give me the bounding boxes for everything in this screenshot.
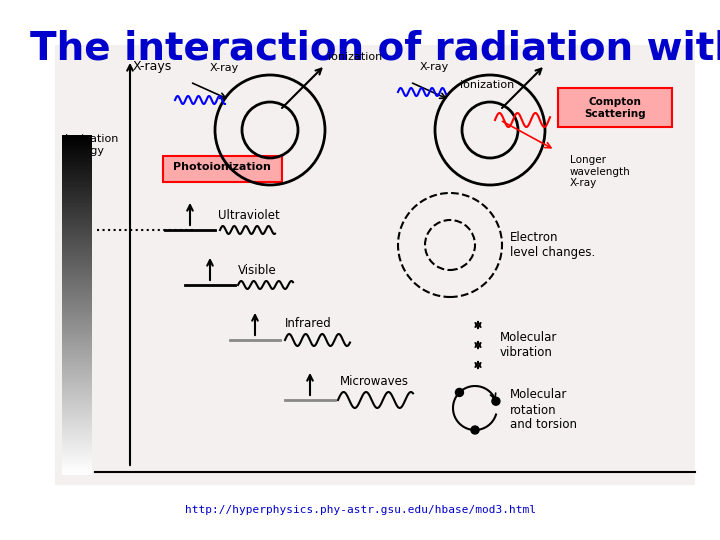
Text: Compton
Scattering: Compton Scattering [584, 97, 646, 119]
Text: Ionization
energy: Ionization energy [65, 134, 120, 156]
Text: Molecular
vibration: Molecular vibration [500, 331, 557, 359]
Text: ionization: ionization [460, 80, 514, 90]
Circle shape [471, 426, 479, 434]
Circle shape [492, 397, 500, 405]
FancyBboxPatch shape [558, 88, 672, 127]
Text: Photoionization: Photoionization [173, 162, 271, 172]
Text: http://hyperphysics.phy-astr.gsu.edu/hbase/mod3.html: http://hyperphysics.phy-astr.gsu.edu/hba… [184, 505, 536, 515]
FancyBboxPatch shape [163, 156, 282, 182]
Text: Infrared: Infrared [285, 317, 332, 330]
Text: Visible: Visible [238, 264, 276, 277]
Text: X-ray: X-ray [210, 63, 239, 73]
Circle shape [456, 388, 464, 396]
Text: Ultraviolet: Ultraviolet [218, 209, 280, 222]
Text: Molecular
rotation
and torsion: Molecular rotation and torsion [510, 388, 577, 431]
Text: The interaction of radiation with matter: The interaction of radiation with matter [30, 30, 720, 68]
FancyBboxPatch shape [55, 45, 695, 485]
Text: Electron
level changes.: Electron level changes. [510, 231, 595, 259]
Text: X-rays: X-rays [133, 60, 172, 73]
Text: X-ray: X-ray [420, 62, 449, 72]
Text: Longer
wavelength
X-ray: Longer wavelength X-ray [570, 155, 631, 188]
Text: Microwaves: Microwaves [340, 375, 409, 388]
Text: ionization: ionization [328, 52, 382, 62]
